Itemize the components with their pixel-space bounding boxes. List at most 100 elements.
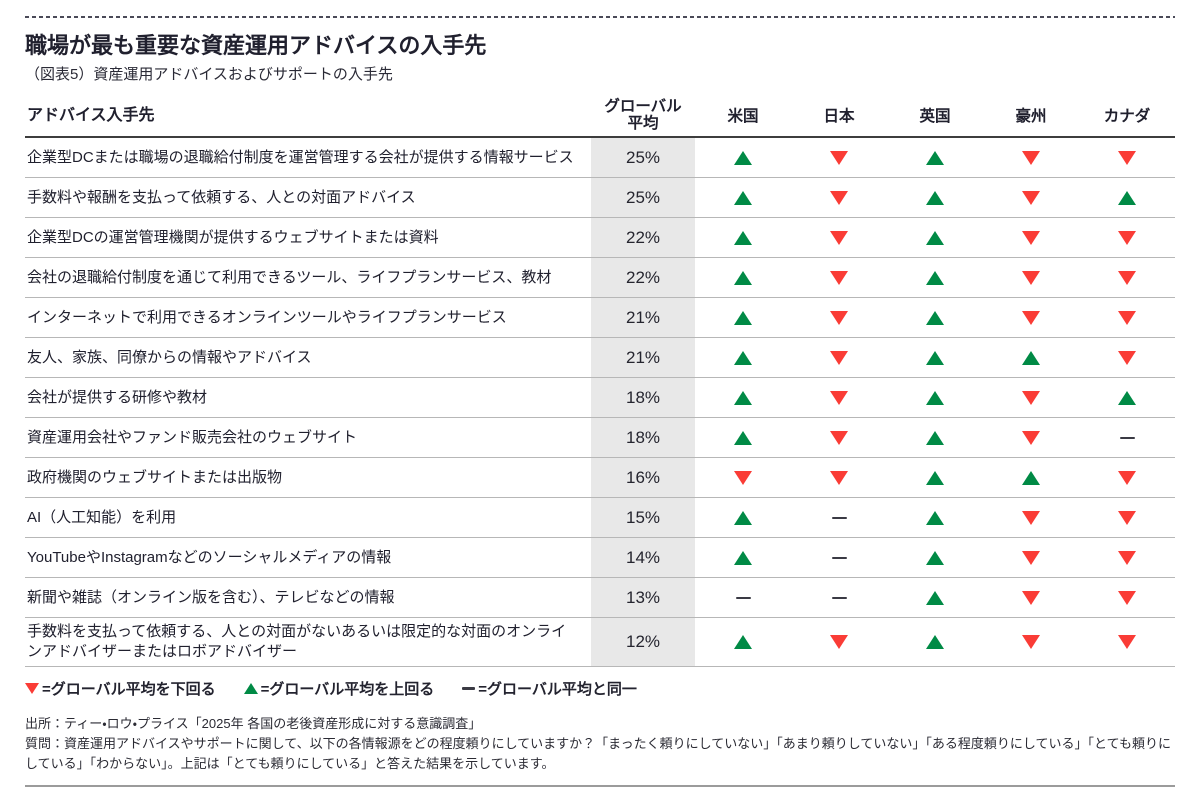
table-row: 会社が提供する研修や教材 18% <box>25 378 1175 419</box>
row-label: 新聞や雑誌（オンライン版を含む）、テレビなどの情報 <box>27 588 395 606</box>
country-comparison-cell <box>983 138 1079 177</box>
country-comparison-cell <box>791 578 887 617</box>
report-page: 職場が最も重要な資産運用アドバイスの入手先 （図表5）資産運用アドバイスおよびサ… <box>0 16 1200 800</box>
row-label: AI（人工知能）を利用 <box>27 508 177 526</box>
country-comparison-cell <box>887 498 983 537</box>
up-triangle-icon <box>734 390 752 405</box>
down-triangle-icon <box>830 635 848 650</box>
down-triangle-icon <box>1118 310 1136 325</box>
down-triangle-icon <box>1022 230 1040 245</box>
country-comparison-cell <box>983 298 1079 337</box>
country-comparison-cell <box>983 378 1079 417</box>
column-header-advice-source: アドバイス入手先 <box>27 106 155 124</box>
down-triangle-icon <box>830 270 848 285</box>
row-label: 手数料を支払って依頼する、人との対面がないあるいは限定的な対面のオンラインアドバ… <box>27 623 567 661</box>
country-comparison-cell <box>1079 418 1175 457</box>
country-comparison-cell <box>887 458 983 497</box>
country-comparison-cell <box>695 458 791 497</box>
up-triangle-icon <box>926 350 944 365</box>
dotted-divider <box>25 16 1175 18</box>
up-triangle-icon <box>243 682 258 694</box>
down-triangle-icon <box>1022 390 1040 405</box>
table-row: 友人、家族、同僚からの情報やアドバイス 21% <box>25 338 1175 379</box>
legend-item-equal: =グローバル平均と同一 <box>462 678 637 699</box>
legend-item-above: =グローバル平均を上回る <box>243 678 435 699</box>
country-comparison-cell <box>887 378 983 417</box>
column-header-us: 米国 <box>727 108 759 126</box>
up-triangle-icon <box>926 590 944 605</box>
down-triangle-icon <box>830 350 848 365</box>
up-triangle-icon <box>1022 470 1040 485</box>
up-triangle-icon <box>734 430 752 445</box>
table-row: 会社の退職給付制度を通じて利用できるツール、ライフプランサービス、教材 22% <box>25 258 1175 299</box>
country-comparison-cell <box>695 378 791 417</box>
legend-label: =グローバル平均を上回る <box>260 680 435 698</box>
up-triangle-icon <box>926 635 944 650</box>
down-triangle-icon <box>1118 590 1136 605</box>
down-triangle-icon <box>830 230 848 245</box>
up-triangle-icon <box>734 230 752 245</box>
down-triangle-icon <box>1118 150 1136 165</box>
country-comparison-cell <box>887 618 983 666</box>
country-comparison-cell <box>695 338 791 377</box>
country-comparison-cell <box>791 338 887 377</box>
down-triangle-icon <box>830 390 848 405</box>
country-comparison-cell <box>695 418 791 457</box>
bottom-divider <box>25 785 1175 788</box>
equal-dash-icon <box>1119 436 1135 440</box>
equal-dash-icon <box>735 596 751 600</box>
down-triangle-icon <box>25 682 39 694</box>
table-row: 手数料を支払って依頼する、人との対面がないあるいは限定的な対面のオンラインアドバ… <box>25 618 1175 667</box>
down-triangle-icon <box>1022 150 1040 165</box>
table-row: 手数料や報酬を支払って依頼する、人との対面アドバイス 25% <box>25 178 1175 219</box>
country-comparison-cell <box>1079 338 1175 377</box>
legend-item-below: =グローバル平均を下回る <box>25 678 216 699</box>
country-comparison-cell <box>791 538 887 577</box>
column-header-canada: カナダ <box>1103 108 1151 126</box>
global-average-value: 21% <box>591 338 695 378</box>
global-average-value: 12% <box>591 618 695 666</box>
country-comparison-cell <box>983 178 1079 217</box>
down-triangle-icon <box>1022 270 1040 285</box>
country-comparison-cell <box>1079 218 1175 257</box>
country-comparison-cell <box>887 258 983 297</box>
country-comparison-cell <box>1079 378 1175 417</box>
table-row: AI（人工知能）を利用 15% <box>25 498 1175 539</box>
down-triangle-icon <box>830 190 848 205</box>
country-comparison-cell <box>983 578 1079 617</box>
country-comparison-cell <box>887 298 983 337</box>
row-label: 手数料や報酬を支払って依頼する、人との対面アドバイス <box>27 188 416 206</box>
down-triangle-icon <box>1118 550 1136 565</box>
country-comparison-cell <box>791 218 887 257</box>
up-triangle-icon <box>1118 190 1136 205</box>
global-average-value: 18% <box>591 378 695 418</box>
country-comparison-cell <box>1079 458 1175 497</box>
down-triangle-icon <box>1022 190 1040 205</box>
country-comparison-cell <box>695 578 791 617</box>
table-row: インターネットで利用できるオンラインツールやライフプランサービス 21% <box>25 298 1175 339</box>
global-average-value: 13% <box>591 578 695 618</box>
row-label: インターネットで利用できるオンラインツールやライフプランサービス <box>27 308 507 326</box>
equal-dash-icon <box>831 556 847 560</box>
country-comparison-cell <box>983 618 1079 666</box>
equal-dash-icon <box>831 516 847 520</box>
up-triangle-icon <box>734 190 752 205</box>
country-comparison-cell <box>791 298 887 337</box>
row-label: YouTubeやInstagramなどのソーシャルメディアの情報 <box>27 548 392 566</box>
country-comparison-cell <box>887 538 983 577</box>
down-triangle-icon <box>734 470 752 485</box>
country-comparison-cell <box>983 538 1079 577</box>
country-comparison-cell <box>791 138 887 177</box>
country-comparison-cell <box>887 418 983 457</box>
up-triangle-icon <box>734 150 752 165</box>
country-comparison-cell <box>1079 298 1175 337</box>
country-comparison-cell <box>1079 178 1175 217</box>
global-average-value: 15% <box>591 498 695 538</box>
column-header-uk: 英国 <box>919 108 951 126</box>
down-triangle-icon <box>1022 590 1040 605</box>
country-comparison-cell <box>695 218 791 257</box>
up-triangle-icon <box>926 190 944 205</box>
up-triangle-icon <box>734 350 752 365</box>
down-triangle-icon <box>830 470 848 485</box>
country-comparison-cell <box>983 338 1079 377</box>
